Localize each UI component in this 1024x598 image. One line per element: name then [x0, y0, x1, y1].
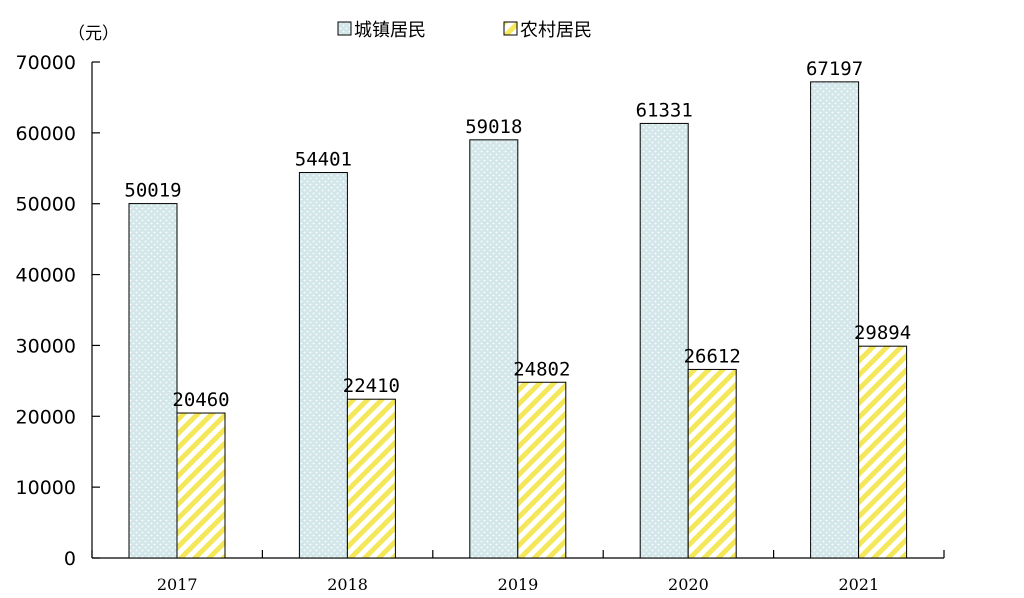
y-tick-label: 70000 — [16, 52, 76, 74]
bar-rural — [346, 398, 396, 559]
y-tick-label: 40000 — [16, 265, 76, 287]
y-tick-label: 20000 — [16, 406, 76, 428]
data-labels: 50019 54401 59018 61331 67197 20460 22410 24802… — [124, 58, 911, 411]
x-tick-label: 2019 — [498, 575, 539, 594]
bar-urban — [128, 203, 178, 559]
bars — [128, 81, 908, 559]
bar-rural — [517, 381, 567, 559]
data-label: 50019 — [124, 180, 181, 202]
x-tick-label: 2021 — [838, 575, 879, 594]
data-label: 61331 — [636, 99, 693, 121]
data-label: 24802 — [513, 358, 570, 380]
x-tick-label: 2017 — [157, 575, 198, 594]
y-tick-label: 0 — [64, 548, 76, 570]
legend-swatch-rural — [503, 21, 518, 36]
x-ticks: 2017 2018 2019 2020 2021 — [91, 550, 945, 594]
bar-rural — [687, 368, 737, 559]
data-label: 26612 — [684, 345, 741, 367]
bar-rural — [176, 412, 226, 559]
legend: 城镇居民 农村居民 — [337, 20, 592, 41]
bar-urban — [298, 172, 348, 559]
y-tick-label: 60000 — [16, 123, 76, 145]
y-tick-label: 30000 — [16, 335, 76, 357]
bar-urban — [639, 122, 689, 559]
data-label: 59018 — [465, 116, 522, 138]
bar-urban — [810, 81, 860, 559]
data-label: 29894 — [854, 322, 911, 344]
x-tick-label: 2020 — [668, 575, 709, 594]
bar-urban — [469, 139, 519, 559]
data-label: 67197 — [806, 58, 863, 80]
y-tick-label: 50000 — [16, 194, 76, 216]
bar-rural — [858, 345, 908, 559]
data-label: 54401 — [295, 149, 352, 171]
x-tick-label: 2018 — [327, 575, 368, 594]
legend-label-urban: 城镇居民 — [354, 20, 426, 41]
data-label: 20460 — [172, 389, 229, 411]
y-tick-label: 10000 — [16, 477, 76, 499]
legend-label-rural: 农村居民 — [520, 20, 592, 41]
y-ticks: 0 10000 20000 30000 40000 50000 60000 70000 — [16, 52, 100, 570]
legend-swatch-urban — [337, 21, 352, 36]
data-label: 22410 — [343, 375, 400, 397]
y-unit-label: （元） — [68, 24, 119, 44]
